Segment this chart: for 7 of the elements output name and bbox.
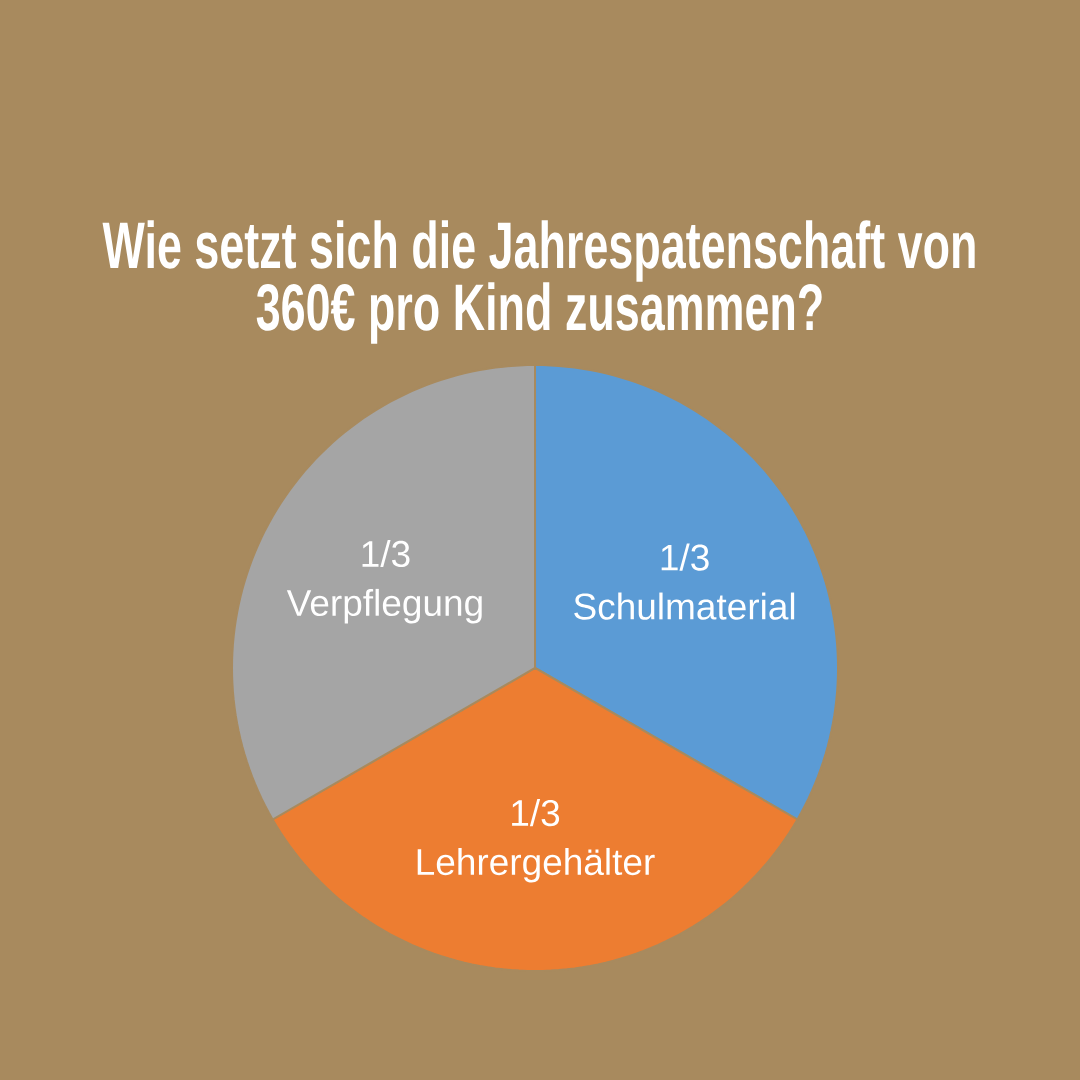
slice-label: Verpflegung — [286, 588, 482, 624]
chart-title: Wie setzt sich die Jahrespatenschaft von 360€ pro Kind zusammen? — [102, 220, 975, 344]
slice-label: Lehrergehälter — [417, 847, 655, 883]
slice-label: Schulmaterial — [574, 592, 795, 620]
data-label: 1/3 — [362, 539, 410, 568]
data-label: 1/3 — [512, 798, 560, 827]
data-label: 1/3 — [661, 543, 709, 571]
